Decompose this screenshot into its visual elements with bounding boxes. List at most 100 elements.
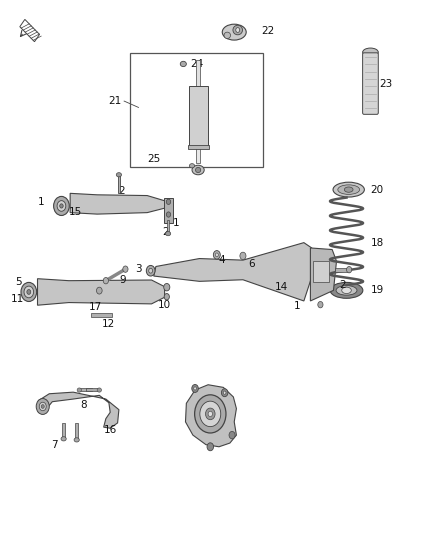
Ellipse shape: [21, 282, 37, 302]
Ellipse shape: [207, 443, 214, 451]
Text: 23: 23: [379, 78, 392, 88]
Ellipse shape: [149, 268, 152, 273]
Text: 9: 9: [120, 274, 127, 285]
Ellipse shape: [330, 282, 363, 298]
FancyBboxPatch shape: [363, 53, 378, 114]
Ellipse shape: [166, 212, 171, 217]
Bar: [117, 176, 120, 193]
Ellipse shape: [164, 294, 170, 300]
Ellipse shape: [103, 278, 109, 284]
Bar: [130, 53, 262, 167]
Ellipse shape: [338, 185, 360, 195]
Bar: [80, 389, 92, 391]
Text: 2: 2: [339, 280, 346, 290]
Ellipse shape: [180, 61, 186, 67]
Ellipse shape: [192, 384, 198, 392]
Ellipse shape: [240, 252, 246, 260]
Ellipse shape: [318, 302, 323, 308]
Bar: [196, 60, 200, 131]
Text: 8: 8: [81, 400, 87, 410]
Ellipse shape: [192, 165, 204, 175]
Text: 21: 21: [108, 96, 121, 106]
Ellipse shape: [116, 173, 121, 177]
Ellipse shape: [189, 164, 194, 168]
Text: 13: 13: [210, 405, 223, 415]
Bar: [20, 19, 39, 42]
Ellipse shape: [123, 266, 128, 272]
Text: 4: 4: [218, 255, 225, 265]
Bar: [62, 423, 65, 439]
Polygon shape: [311, 248, 336, 301]
Polygon shape: [70, 193, 165, 214]
Polygon shape: [154, 243, 312, 301]
Text: 6: 6: [249, 260, 255, 269]
Ellipse shape: [200, 401, 221, 426]
Ellipse shape: [77, 388, 81, 392]
Text: 14: 14: [275, 281, 288, 292]
Text: 22: 22: [261, 26, 275, 36]
Ellipse shape: [236, 28, 240, 33]
Bar: [313, 261, 329, 282]
Text: 20: 20: [371, 184, 384, 195]
Ellipse shape: [222, 24, 246, 40]
Text: 19: 19: [371, 285, 384, 295]
Text: 17: 17: [88, 302, 102, 312]
Ellipse shape: [166, 199, 171, 205]
Polygon shape: [185, 385, 237, 447]
Text: 24: 24: [191, 59, 204, 69]
Ellipse shape: [223, 391, 226, 394]
Text: 10: 10: [158, 300, 171, 310]
Bar: [167, 220, 170, 233]
Bar: [188, 86, 208, 147]
Ellipse shape: [363, 48, 378, 56]
Ellipse shape: [344, 187, 353, 192]
Text: 1: 1: [294, 301, 300, 311]
Ellipse shape: [229, 431, 235, 439]
Ellipse shape: [336, 286, 357, 295]
Ellipse shape: [60, 204, 63, 208]
Ellipse shape: [333, 182, 364, 197]
Polygon shape: [38, 279, 165, 305]
Ellipse shape: [221, 389, 228, 397]
Text: 2: 2: [118, 186, 125, 196]
Ellipse shape: [208, 411, 212, 417]
Text: 2: 2: [162, 227, 169, 237]
Bar: [196, 146, 200, 163]
Ellipse shape: [233, 25, 243, 35]
Text: 7: 7: [51, 440, 58, 450]
Text: 3: 3: [135, 264, 141, 274]
Bar: [86, 389, 99, 391]
Ellipse shape: [164, 284, 170, 291]
Ellipse shape: [342, 287, 351, 294]
Text: 16: 16: [104, 425, 117, 435]
Ellipse shape: [36, 399, 49, 415]
Bar: [75, 423, 78, 440]
Text: 1: 1: [37, 197, 44, 207]
Ellipse shape: [146, 265, 155, 276]
Text: 25: 25: [147, 154, 160, 164]
Ellipse shape: [215, 253, 219, 257]
Ellipse shape: [213, 251, 220, 259]
Bar: [91, 313, 112, 317]
Ellipse shape: [39, 402, 46, 411]
Ellipse shape: [96, 287, 102, 294]
Text: 15: 15: [69, 207, 82, 217]
Ellipse shape: [166, 231, 171, 236]
Ellipse shape: [194, 387, 196, 390]
Ellipse shape: [194, 395, 226, 433]
Ellipse shape: [74, 438, 79, 442]
Text: 18: 18: [371, 238, 384, 248]
Bar: [335, 268, 349, 272]
Ellipse shape: [195, 167, 201, 173]
Text: 5: 5: [15, 277, 21, 287]
Ellipse shape: [346, 266, 352, 273]
Bar: [164, 198, 173, 223]
Ellipse shape: [97, 388, 102, 392]
Ellipse shape: [205, 408, 215, 419]
Ellipse shape: [224, 32, 230, 38]
Ellipse shape: [53, 196, 69, 215]
Text: 11: 11: [11, 294, 24, 304]
Ellipse shape: [57, 200, 66, 211]
Ellipse shape: [61, 437, 66, 441]
Ellipse shape: [24, 286, 34, 298]
